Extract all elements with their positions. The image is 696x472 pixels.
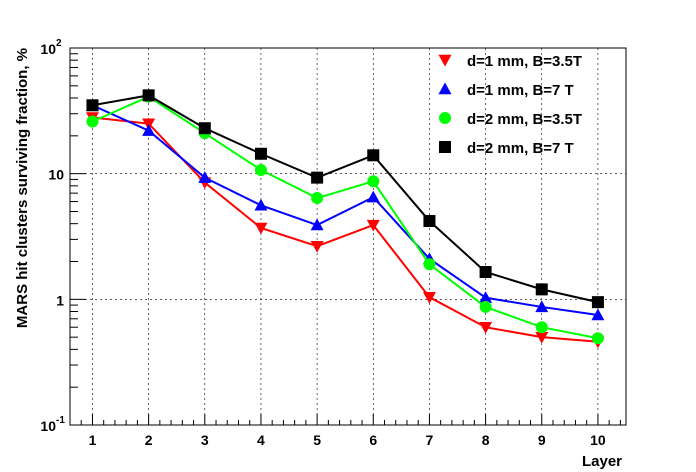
legend-marker xyxy=(439,141,451,153)
x-tick-label: 4 xyxy=(257,432,265,448)
data-point xyxy=(591,308,605,321)
data-point xyxy=(535,321,548,334)
data-point xyxy=(367,149,380,162)
data-point xyxy=(254,198,268,211)
legend-entry-4: d=2 mm, B=7 T xyxy=(439,140,574,157)
y-tick-label: 10 -1 xyxy=(40,415,65,434)
data-point xyxy=(535,300,549,313)
series-line xyxy=(92,95,599,340)
data-point xyxy=(423,215,436,228)
data-point xyxy=(254,222,268,235)
series-3 xyxy=(86,90,604,345)
x-tick-label: 9 xyxy=(538,432,546,448)
plot-frame xyxy=(69,47,627,426)
data-point xyxy=(311,192,324,205)
x-tick-label: 1 xyxy=(89,432,97,448)
data-point xyxy=(423,258,436,271)
data-point xyxy=(535,283,548,296)
series-group xyxy=(85,89,605,349)
legend-label: d=2 mm, B=3.5T xyxy=(467,111,582,128)
x-tick-label: 2 xyxy=(145,432,153,448)
data-point xyxy=(535,331,549,344)
legend-marker xyxy=(439,112,451,124)
x-tick-label: 10 xyxy=(590,432,606,448)
x-tick-label: 8 xyxy=(482,432,490,448)
y-tick-label-base: 10 xyxy=(48,167,64,183)
legend-label: d=1 mm, B=7 T xyxy=(467,82,574,99)
x-tick-label: 5 xyxy=(313,432,321,448)
y-tick-label-exponent: 2 xyxy=(56,38,62,49)
data-point xyxy=(311,171,324,184)
y-tick-label-base: 1 xyxy=(56,292,64,308)
data-point xyxy=(479,322,493,334)
x-tick-label: 7 xyxy=(426,432,434,448)
y-tick-label: 1 xyxy=(56,292,64,308)
series-4 xyxy=(86,89,604,309)
data-point xyxy=(198,122,211,135)
x-tick-label: 6 xyxy=(369,432,377,448)
legend: d=1 mm, B=3.5T d=1 mm, B=7 T d=2 mm, B=3.5… xyxy=(438,53,582,157)
legend-marker xyxy=(438,82,452,95)
legend-label: d=2 mm, B=7 T xyxy=(467,140,574,157)
legend-label: d=1 mm, B=3.5T xyxy=(467,53,582,70)
y-tick-label-exponent: -1 xyxy=(56,415,65,426)
data-point xyxy=(254,147,267,160)
x-tick-labels: 1 2 3 4 5 6 7 8 9 10 xyxy=(89,432,606,448)
y-axis-title: MARS hit clusters surviving fraction, % xyxy=(14,48,31,328)
data-point xyxy=(142,89,155,102)
data-point xyxy=(310,218,324,231)
y-tick-label-base: 10 xyxy=(40,41,56,57)
data-point xyxy=(366,219,380,232)
data-point xyxy=(86,115,99,128)
y-tick-label: 10 xyxy=(48,167,64,183)
legend-marker xyxy=(438,54,452,67)
data-point xyxy=(422,291,436,304)
x-tick-label: 3 xyxy=(201,432,209,448)
y-tick-label: 10 2 xyxy=(40,38,62,57)
data-point xyxy=(479,291,493,303)
data-point xyxy=(367,175,380,188)
y-tick-label-base: 10 xyxy=(40,418,56,434)
data-point xyxy=(86,99,99,112)
data-point xyxy=(198,171,212,183)
series-line xyxy=(92,94,599,304)
legend-entry-3: d=2 mm, B=3.5T xyxy=(439,111,582,128)
data-point xyxy=(591,296,604,309)
data-point xyxy=(254,163,267,176)
legend-entry-2: d=1 mm, B=7 T xyxy=(438,82,574,99)
series-line xyxy=(92,104,599,317)
data-point xyxy=(479,266,492,279)
legend-entry-1: d=1 mm, B=3.5T xyxy=(438,53,582,70)
data-point xyxy=(479,300,492,313)
data-point xyxy=(142,124,156,136)
axis-ticks xyxy=(69,47,621,426)
data-point xyxy=(591,332,604,345)
data-point xyxy=(366,190,380,203)
data-point xyxy=(310,240,324,253)
x-axis-title: Layer xyxy=(582,453,622,470)
